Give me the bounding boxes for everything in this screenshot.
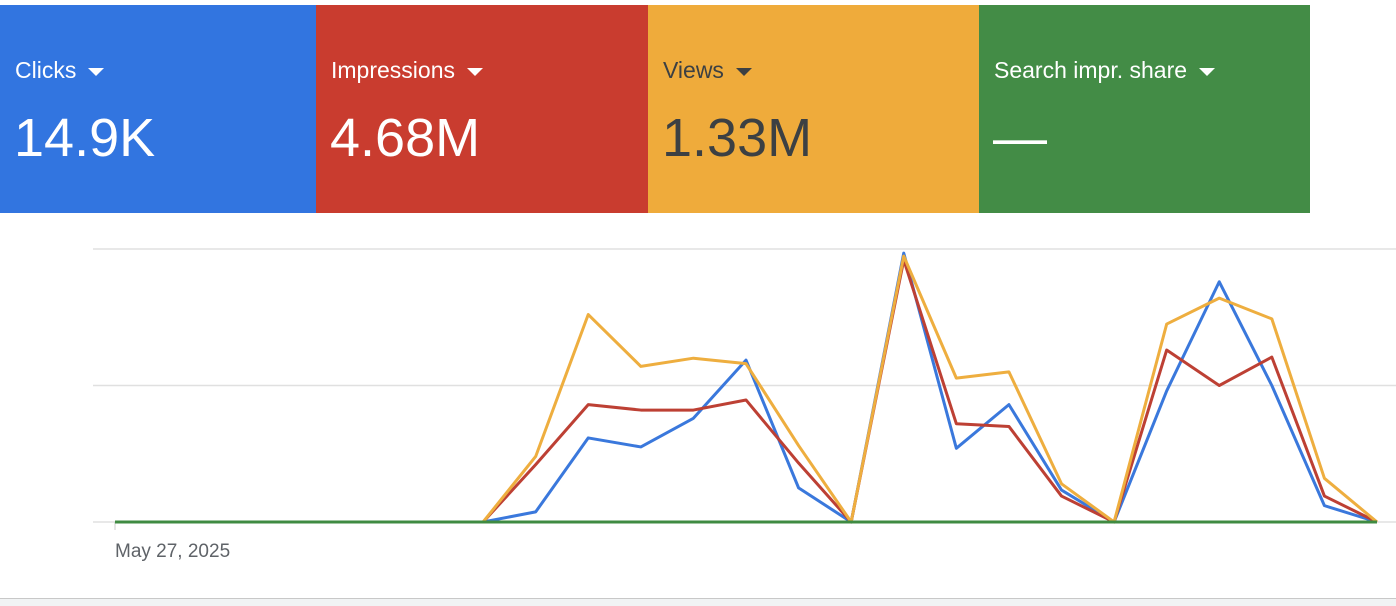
series-line [115, 258, 1378, 524]
metric-label[interactable]: Impressions [331, 57, 483, 84]
series-line [115, 254, 1378, 524]
metric-card[interactable]: Impressions 4.68M [316, 5, 648, 213]
metric-card[interactable]: Clicks 14.9K [0, 5, 316, 213]
metric-value: — [993, 108, 1047, 168]
series-line [115, 251, 1378, 524]
metric-value: 4.68M [330, 108, 481, 168]
x-tick-label: May 27, 2025 [115, 541, 230, 562]
metric-value: 14.9K [14, 108, 156, 168]
metric-label[interactable]: Views [663, 57, 752, 84]
metric-label[interactable]: Clicks [15, 57, 104, 84]
metric-label[interactable]: Search impr. share [994, 57, 1215, 84]
metric-value: 1.33M [662, 108, 813, 168]
metric-card[interactable]: Views 1.33M [648, 5, 979, 213]
metric-card[interactable]: Search impr. share — [979, 5, 1310, 213]
